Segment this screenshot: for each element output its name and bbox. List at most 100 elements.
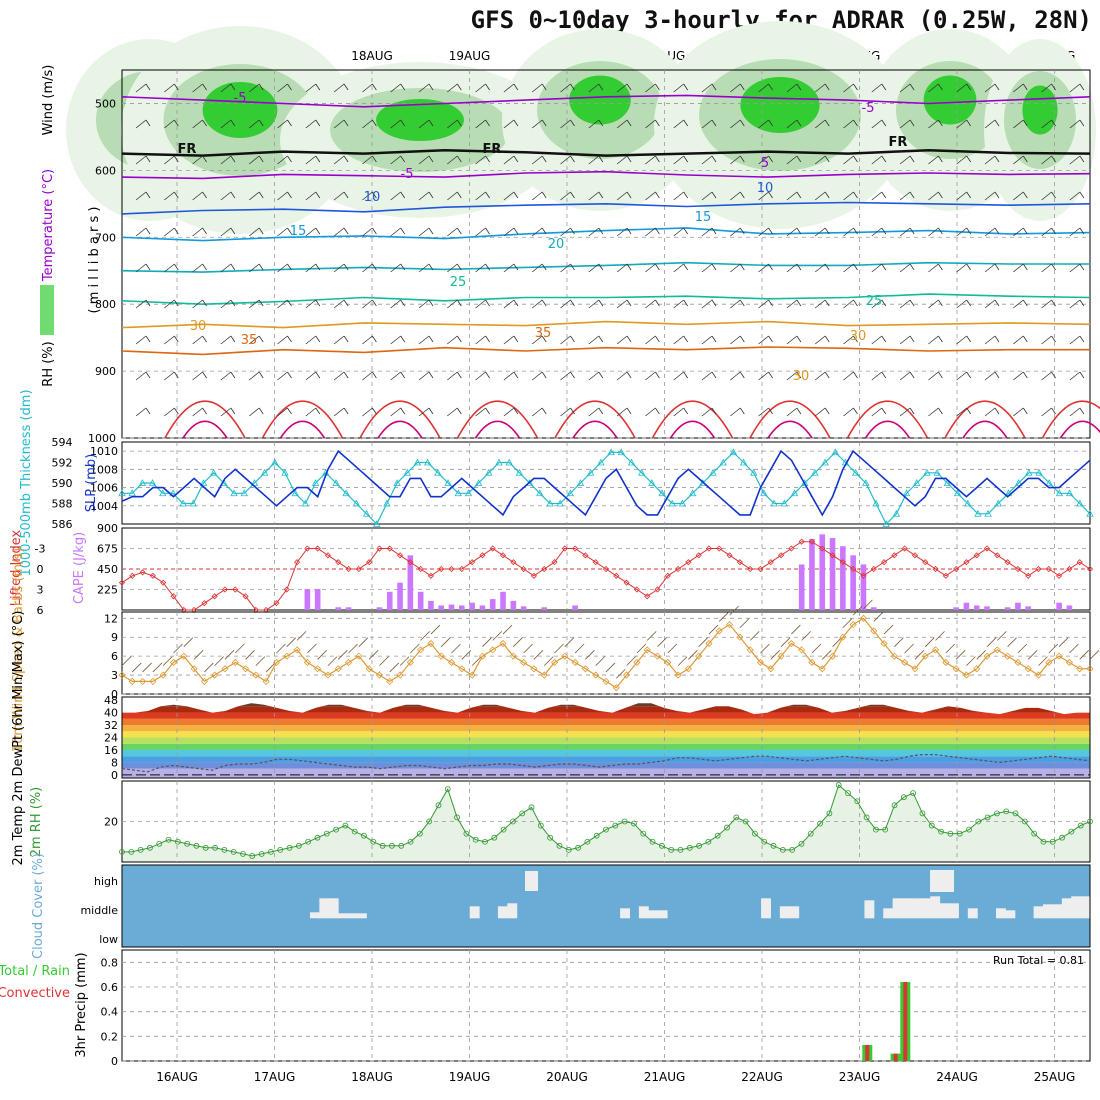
thickness-marker: [943, 479, 952, 486]
wind-barb: [135, 119, 147, 129]
wind-barb: [333, 155, 345, 165]
cloud-middle-bar: [1043, 904, 1053, 919]
isotherm-45: [1059, 420, 1100, 439]
li-marker: [664, 572, 671, 579]
wind-barb-flag: [824, 335, 830, 343]
thickness-marker: [536, 489, 544, 497]
wind10m-marker: [242, 665, 250, 673]
wind-barb: [475, 407, 486, 417]
thickness-marker: [627, 458, 636, 466]
cape-bar: [314, 589, 321, 610]
wind-barb-flag: [626, 83, 632, 91]
cape-bar: [459, 605, 465, 610]
wind-barb: [248, 83, 260, 93]
wind10m-barb: [554, 643, 564, 654]
wind-barb-flag: [287, 227, 292, 235]
wind10m-barb: [523, 643, 533, 654]
wind-barb-flag: [456, 263, 462, 271]
date-label-bottom: 18AUG: [351, 1070, 393, 1084]
li-marker: [232, 586, 239, 593]
rh2m-marker: [854, 798, 861, 805]
wind-barb: [1013, 263, 1024, 273]
wind-barb-flag: [202, 83, 207, 91]
wind10m-barb: [358, 637, 369, 647]
wind-barb: [362, 227, 373, 237]
upper-ytick: 900: [95, 365, 116, 378]
thickness-marker: [576, 479, 585, 486]
wind-barb-flag: [655, 263, 660, 271]
wind-barb-flag: [626, 371, 632, 379]
wind10m-marker: [684, 665, 692, 673]
thickness-marker: [281, 468, 289, 476]
wind10m-marker: [499, 639, 507, 648]
temp-band: [122, 762, 1090, 769]
cloud-high-bar: [930, 870, 954, 892]
cloud-middle-bar: [356, 913, 367, 919]
wind-barb: [164, 119, 175, 129]
rh2m-marker: [295, 842, 302, 849]
cloud-middle-bar: [1061, 898, 1072, 919]
thickness-marker: [770, 499, 778, 507]
cape-bar: [1025, 606, 1032, 610]
wind10m-barb: [986, 637, 997, 647]
wind-barb: [277, 227, 288, 237]
rh2m-marker: [835, 782, 842, 788]
wind-barb-flag: [513, 191, 519, 199]
wind-barb-flag: [173, 371, 179, 379]
wind-barb: [616, 335, 628, 345]
wind10m-marker: [1065, 658, 1073, 667]
wind-barb-flag: [711, 407, 717, 415]
li-marker: [798, 538, 805, 545]
wind-barb-flag: [258, 335, 264, 343]
li-marker: [582, 552, 589, 559]
rh2m-marker: [873, 826, 879, 833]
wind10m-marker: [149, 677, 157, 685]
rh2m-marker: [696, 842, 702, 849]
wind-barb-flag: [994, 299, 1000, 307]
li-marker: [685, 559, 692, 566]
wind10m-marker: [468, 671, 476, 679]
wind-barb-flag: [853, 83, 858, 91]
wind-barb: [418, 155, 430, 165]
wind-barb-flag: [739, 335, 745, 343]
wind-barb: [588, 227, 600, 237]
wind10m-marker: [293, 646, 301, 654]
wind-barb: [192, 371, 203, 381]
rh2m-marker: [677, 846, 684, 853]
cloud-middle-bar: [789, 906, 800, 919]
wind-barb: [248, 335, 260, 345]
wind-barb-flag: [739, 371, 745, 379]
isotherm-10: [121, 201, 1091, 215]
slp-ytick: 1004: [90, 500, 118, 513]
temp2m-ytick: 0: [111, 769, 118, 782]
rh2m-marker: [640, 830, 647, 837]
cape-bar: [809, 538, 815, 610]
wind-barb: [956, 263, 967, 273]
wind-barb-flag: [400, 83, 406, 91]
wind-barb: [305, 263, 317, 273]
wind-barb: [333, 263, 345, 273]
date-label-bottom: 23AUG: [839, 1070, 881, 1084]
li-marker: [489, 545, 496, 552]
wind-barb: [673, 371, 684, 381]
wind-barb: [758, 191, 769, 201]
wind-barb: [475, 371, 486, 381]
rh2m-marker: [928, 822, 935, 829]
wind-barb: [277, 299, 288, 309]
wind-barb-flag: [1022, 335, 1028, 343]
wind10m-marker: [303, 658, 311, 667]
wind-barb-flag: [1051, 119, 1056, 127]
wind-barb: [560, 335, 571, 345]
wind-barb: [531, 191, 543, 201]
rh2m-marker: [249, 853, 256, 859]
li-marker: [777, 552, 785, 559]
wind10m-ytick: 3: [111, 669, 118, 682]
wind10m-barb: [1069, 643, 1079, 654]
li-marker: [221, 586, 229, 593]
wind10m-barb: [914, 650, 925, 660]
wind10m-marker: [1076, 665, 1084, 673]
thickness-marker: [668, 499, 676, 507]
rh2m-marker: [1077, 822, 1084, 829]
wind10m-marker: [962, 671, 970, 679]
wind-barb-flag: [881, 191, 887, 199]
